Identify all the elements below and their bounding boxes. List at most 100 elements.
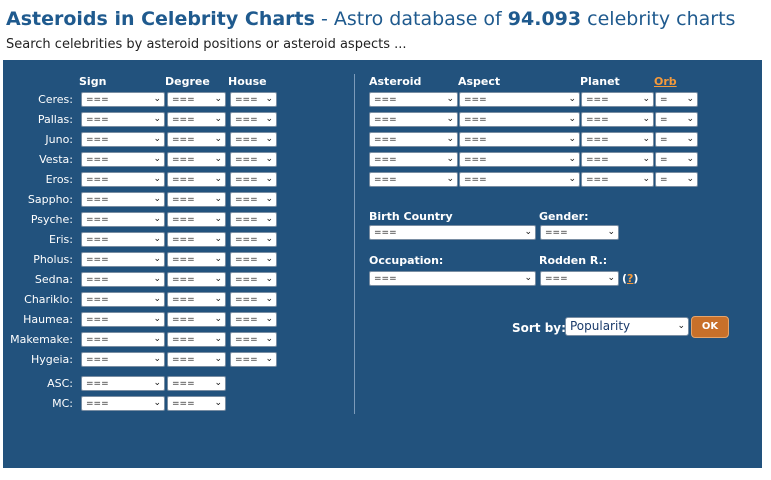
house-select[interactable]: === ⌄ xyxy=(230,352,277,367)
chevron-down-icon: ⌄ xyxy=(153,398,161,408)
house-select[interactable]: === ⌄ xyxy=(230,292,277,307)
degree-select[interactable]: === ⌄ xyxy=(167,376,226,391)
asteroid-select[interactable]: === ⌄ xyxy=(369,132,458,147)
sign-select[interactable]: === ⌄ xyxy=(81,232,165,247)
column-divider xyxy=(354,74,355,414)
chevron-down-icon: ⌄ xyxy=(214,378,222,388)
select-value: === xyxy=(374,175,397,185)
rodden-select[interactable]: === ⌄ xyxy=(540,271,619,286)
house-select[interactable]: === ⌄ xyxy=(230,272,277,287)
sign-select[interactable]: === ⌄ xyxy=(81,376,165,391)
chevron-down-icon: ⌄ xyxy=(214,134,222,144)
degree-select[interactable]: === ⌄ xyxy=(167,272,226,287)
house-select[interactable]: === ⌄ xyxy=(230,92,277,107)
asteroid-select[interactable]: === ⌄ xyxy=(369,172,458,187)
sign-select[interactable]: === ⌄ xyxy=(81,352,165,367)
select-value: === xyxy=(235,235,258,245)
select-value: === xyxy=(86,135,109,145)
page-subtitle: Search celebrities by asteroid positions… xyxy=(6,37,407,52)
orb-select[interactable]: = ⌄ xyxy=(655,132,698,147)
occupation-select[interactable]: === ⌄ xyxy=(369,271,536,286)
sign-select[interactable]: === ⌄ xyxy=(81,332,165,347)
ok-button[interactable]: OK xyxy=(691,316,729,338)
house-select[interactable]: === ⌄ xyxy=(230,152,277,167)
help-close: ) xyxy=(633,272,639,285)
orb-select[interactable]: = ⌄ xyxy=(655,172,698,187)
select-value: === xyxy=(86,379,109,389)
select-value: === xyxy=(86,335,109,345)
sign-select[interactable]: === ⌄ xyxy=(81,132,165,147)
degree-select[interactable]: === ⌄ xyxy=(167,212,226,227)
house-select[interactable]: === ⌄ xyxy=(230,312,277,327)
select-value: === xyxy=(235,135,258,145)
planet-select[interactable]: === ⌄ xyxy=(581,152,654,167)
planet-select[interactable]: === ⌄ xyxy=(581,112,654,127)
degree-select[interactable]: === ⌄ xyxy=(167,112,226,127)
orb-select[interactable]: = ⌄ xyxy=(655,112,698,127)
sign-select[interactable]: === ⌄ xyxy=(81,396,165,411)
select-value: === xyxy=(86,235,109,245)
sign-select[interactable]: === ⌄ xyxy=(81,92,165,107)
asteroid-select[interactable]: === ⌄ xyxy=(369,92,458,107)
degree-select[interactable]: === ⌄ xyxy=(167,92,226,107)
sign-select[interactable]: === ⌄ xyxy=(81,252,165,267)
house-select[interactable]: === ⌄ xyxy=(230,332,277,347)
degree-select[interactable]: === ⌄ xyxy=(167,396,226,411)
chevron-down-icon: ⌄ xyxy=(642,94,650,104)
planet-select[interactable]: === ⌄ xyxy=(581,172,654,187)
degree-select[interactable]: === ⌄ xyxy=(167,292,226,307)
aspect-select[interactable]: === ⌄ xyxy=(459,132,580,147)
degree-select[interactable]: === ⌄ xyxy=(167,172,226,187)
asteroid-row-label: Eris: xyxy=(49,233,73,246)
house-select[interactable]: === ⌄ xyxy=(230,252,277,267)
degree-select[interactable]: === ⌄ xyxy=(167,232,226,247)
sign-select[interactable]: === ⌄ xyxy=(81,112,165,127)
house-select[interactable]: === ⌄ xyxy=(230,172,277,187)
sign-select[interactable]: === ⌄ xyxy=(81,212,165,227)
house-select[interactable]: === ⌄ xyxy=(230,132,277,147)
sort-select[interactable]: Popularity ⌄ xyxy=(565,317,689,336)
sign-select[interactable]: === ⌄ xyxy=(81,152,165,167)
sign-select[interactable]: === ⌄ xyxy=(81,192,165,207)
asteroid-row-label: Psyche: xyxy=(30,213,73,226)
aspect-select[interactable]: === ⌄ xyxy=(459,152,580,167)
rodden-help-link[interactable]: ? xyxy=(627,272,634,285)
degree-select[interactable]: === ⌄ xyxy=(167,312,226,327)
degree-select[interactable]: === ⌄ xyxy=(167,352,226,367)
degree-select[interactable]: === ⌄ xyxy=(167,192,226,207)
chevron-down-icon: ⌄ xyxy=(568,114,576,124)
sign-select[interactable]: === ⌄ xyxy=(81,312,165,327)
orb-select[interactable]: = ⌄ xyxy=(655,92,698,107)
planet-select[interactable]: === ⌄ xyxy=(581,132,654,147)
degree-select[interactable]: === ⌄ xyxy=(167,132,226,147)
sign-select[interactable]: === ⌄ xyxy=(81,292,165,307)
house-select[interactable]: === ⌄ xyxy=(230,112,277,127)
select-value: === xyxy=(172,175,195,185)
select-value: === xyxy=(172,195,195,205)
degree-select[interactable]: === ⌄ xyxy=(167,332,226,347)
select-value: === xyxy=(374,135,397,145)
select-value: === xyxy=(172,335,195,345)
aspect-select[interactable]: === ⌄ xyxy=(459,172,580,187)
chevron-down-icon: ⌄ xyxy=(265,294,273,304)
degree-select[interactable]: === ⌄ xyxy=(167,252,226,267)
degree-select[interactable]: === ⌄ xyxy=(167,152,226,167)
sign-select[interactable]: === ⌄ xyxy=(81,272,165,287)
select-value: === xyxy=(464,115,487,125)
asteroid-select[interactable]: === ⌄ xyxy=(369,112,458,127)
orb-select[interactable]: = ⌄ xyxy=(655,152,698,167)
asteroid-select[interactable]: === ⌄ xyxy=(369,152,458,167)
house-select[interactable]: === ⌄ xyxy=(230,212,277,227)
orb-header-link[interactable]: Orb xyxy=(654,75,677,88)
planet-select[interactable]: === ⌄ xyxy=(581,92,654,107)
house-select[interactable]: === ⌄ xyxy=(230,232,277,247)
aspect-select[interactable]: === ⌄ xyxy=(459,92,580,107)
gender-select[interactable]: === ⌄ xyxy=(540,225,619,240)
aspect-select[interactable]: === ⌄ xyxy=(459,112,580,127)
house-select[interactable]: === ⌄ xyxy=(230,192,277,207)
select-value: === xyxy=(235,155,258,165)
chevron-down-icon: ⌄ xyxy=(265,94,273,104)
select-value: === xyxy=(235,95,258,105)
birth-country-select[interactable]: === ⌄ xyxy=(369,225,536,240)
sign-select[interactable]: === ⌄ xyxy=(81,172,165,187)
